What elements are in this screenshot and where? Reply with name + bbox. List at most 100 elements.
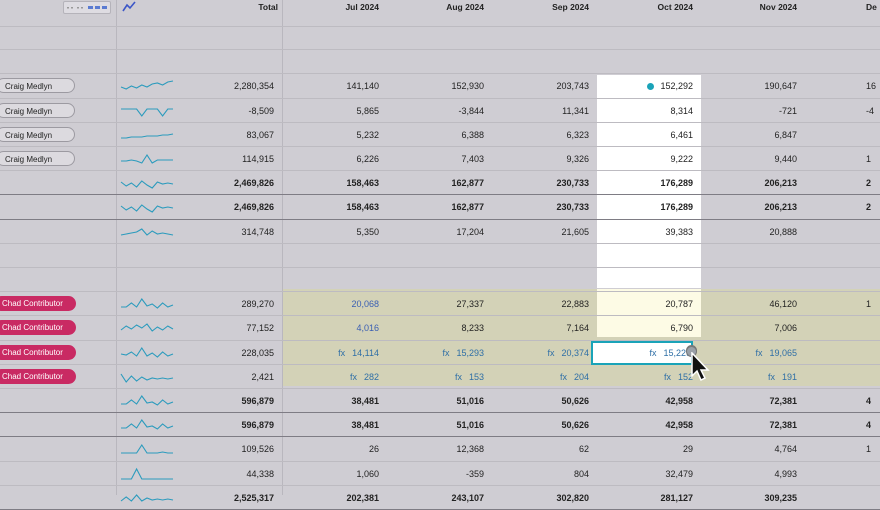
- total-cell[interactable]: 83,067: [246, 130, 274, 140]
- total-cell[interactable]: 44,338: [246, 469, 274, 479]
- month-cell[interactable]: 4,016: [356, 323, 379, 333]
- month-cell[interactable]: [866, 341, 880, 365]
- owner-pill[interactable]: Craig Medlyn: [0, 78, 75, 93]
- month-cell[interactable]: 5,232: [356, 130, 379, 140]
- month-cell[interactable]: fx 14,114: [277, 341, 379, 365]
- month-cell[interactable]: 152,930: [451, 81, 484, 91]
- month-cell[interactable]: 152,292: [591, 74, 693, 98]
- month-cell[interactable]: 176,289: [660, 178, 693, 188]
- owner-pill[interactable]: Chad Contributor: [0, 369, 76, 384]
- table-row[interactable]: Craig Medlyn 114,915 6,226 7,403 9,326 9,222 9…: [0, 147, 880, 171]
- month-cell[interactable]: 158,463: [346, 202, 379, 212]
- month-cell[interactable]: 32,479: [665, 469, 693, 479]
- month-cell[interactable]: 1,060: [356, 469, 379, 479]
- month-cell[interactable]: 8,314: [670, 106, 693, 116]
- total-cell[interactable]: 77,152: [246, 323, 274, 333]
- table-row[interactable]: 109,526 26 12,368 62 29 4,764 1: [0, 437, 880, 461]
- month-cell[interactable]: 6,323: [566, 130, 589, 140]
- month-cell[interactable]: 46,120: [769, 299, 797, 309]
- owner-pill[interactable]: Craig Medlyn: [0, 127, 75, 142]
- month-cell[interactable]: 6,388: [461, 130, 484, 140]
- month-cell[interactable]: 21,605: [561, 227, 589, 237]
- owner-pill[interactable]: Chad Contributor: [0, 345, 76, 360]
- month-cell[interactable]: 162,877: [451, 178, 484, 188]
- month-cell[interactable]: 9,440: [774, 154, 797, 164]
- month-cell[interactable]: 42,958: [665, 420, 693, 430]
- column-header-month[interactable]: Nov 2024: [759, 2, 797, 12]
- month-cell[interactable]: 141,140: [346, 81, 379, 91]
- total-cell[interactable]: 289,270: [241, 299, 274, 309]
- month-cell[interactable]: [866, 316, 880, 340]
- month-cell[interactable]: 62: [578, 444, 589, 454]
- month-cell[interactable]: fx 191: [695, 365, 797, 389]
- trend-chart-icon[interactable]: [122, 1, 136, 13]
- month-cell[interactable]: 4,764: [774, 444, 797, 454]
- month-cell[interactable]: 7,403: [461, 154, 484, 164]
- month-cell[interactable]: 6,226: [356, 154, 379, 164]
- month-cell[interactable]: 804: [573, 469, 589, 479]
- selected-cell[interactable]: fx 15,229: [591, 341, 697, 365]
- month-cell[interactable]: 42,958: [665, 396, 693, 406]
- month-cell[interactable]: 1: [866, 444, 872, 454]
- month-cell[interactable]: fx 204: [486, 365, 589, 389]
- column-header-month[interactable]: Aug 2024: [446, 2, 484, 12]
- table-row[interactable]: Chad Contributor 2,421 fx 282 fx 153 fx 204 fx 15…: [0, 365, 880, 389]
- month-cell[interactable]: 8,233: [461, 323, 484, 333]
- table-row[interactable]: 2,469,826 158,463 162,877 230,733 176,289 206…: [0, 171, 880, 195]
- owner-pill[interactable]: Chad Contributor: [0, 320, 76, 335]
- total-cell[interactable]: 2,469,826: [233, 202, 274, 212]
- month-cell[interactable]: 2: [866, 202, 872, 212]
- month-cell[interactable]: 20,787: [665, 299, 693, 309]
- table-row[interactable]: Chad Contributor 289,270 20,068 27,337 22,88…: [0, 292, 880, 316]
- month-cell[interactable]: 22,883: [561, 299, 589, 309]
- total-cell[interactable]: 114,915: [242, 154, 274, 164]
- table-row[interactable]: Chad Contributor 228,035 fx 14,114 fx 15,293 f…: [0, 341, 880, 365]
- month-cell[interactable]: 202,381: [346, 493, 379, 503]
- table-row[interactable]: Chad Contributor 77,152 4,016 8,233 7,164 6,7…: [0, 316, 880, 340]
- month-cell[interactable]: 72,381: [769, 420, 797, 430]
- total-cell[interactable]: 596,879: [241, 420, 274, 430]
- month-cell[interactable]: 302,820: [556, 493, 589, 503]
- owner-pill[interactable]: Craig Medlyn: [0, 103, 75, 118]
- month-cell[interactable]: 1: [866, 299, 872, 309]
- month-cell[interactable]: 51,016: [456, 420, 484, 430]
- month-cell[interactable]: 5,865: [356, 106, 379, 116]
- month-cell[interactable]: 203,743: [556, 81, 589, 91]
- month-cell[interactable]: 243,107: [451, 493, 484, 503]
- owner-pill[interactable]: Craig Medlyn: [0, 151, 75, 166]
- month-cell[interactable]: 20,068: [351, 299, 379, 309]
- month-cell[interactable]: 12,368: [456, 444, 484, 454]
- column-header-month[interactable]: De: [866, 2, 877, 12]
- month-cell[interactable]: 9,222: [670, 154, 693, 164]
- owner-pill[interactable]: Chad Contributor: [0, 296, 76, 311]
- table-row[interactable]: 2,525,317 202,381 243,107 302,820 281,127 309…: [0, 486, 880, 510]
- month-cell[interactable]: 5,350: [356, 227, 379, 237]
- month-cell[interactable]: 9,326: [566, 154, 589, 164]
- total-cell[interactable]: 314,748: [241, 227, 274, 237]
- month-cell[interactable]: 1: [866, 154, 872, 164]
- month-cell[interactable]: 50,626: [561, 420, 589, 430]
- month-cell[interactable]: fx 153: [382, 365, 484, 389]
- total-cell[interactable]: 109,526: [241, 444, 274, 454]
- month-cell[interactable]: -721: [778, 106, 797, 116]
- month-cell[interactable]: -359: [465, 469, 484, 479]
- month-cell[interactable]: 72,381: [769, 396, 797, 406]
- month-cell[interactable]: 4: [866, 396, 872, 406]
- view-toggle-icon[interactable]: [63, 1, 111, 14]
- month-cell[interactable]: 27,337: [456, 299, 484, 309]
- month-cell[interactable]: 230,733: [556, 178, 589, 188]
- month-cell[interactable]: 158,463: [346, 178, 379, 188]
- table-row[interactable]: 44,338 1,060 -359 804 32,479 4,993: [0, 462, 880, 486]
- month-cell[interactable]: fx 19,065: [695, 341, 797, 365]
- month-cell[interactable]: 51,016: [456, 396, 484, 406]
- total-cell[interactable]: 2,525,317: [233, 493, 274, 503]
- total-cell[interactable]: -8,509: [248, 106, 274, 116]
- table-row[interactable]: Craig Medlyn -8,509 5,865 -3,844 11,341 8,314…: [0, 99, 880, 123]
- month-cell[interactable]: 176,289: [660, 202, 693, 212]
- table-row[interactable]: 314,748 5,350 17,204 21,605 39,383 20,888: [0, 220, 880, 244]
- month-cell[interactable]: 7,164: [566, 323, 589, 333]
- table-row[interactable]: 596,879 38,481 51,016 50,626 42,958 72,381 4: [0, 413, 880, 437]
- month-cell[interactable]: 162,877: [451, 202, 484, 212]
- month-cell[interactable]: fx 20,374: [486, 341, 589, 365]
- month-cell[interactable]: 309,235: [764, 493, 797, 503]
